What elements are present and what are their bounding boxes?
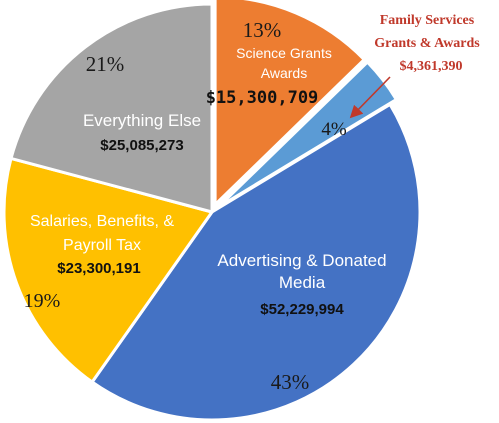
percent-label-advertising-and-donated-media: 43% bbox=[271, 370, 310, 394]
value-label-advertising-and-donated-media: $52,229,994 bbox=[260, 301, 344, 318]
category-label-family-services-grants-and-awards-line-2: Grants & Awards bbox=[374, 36, 480, 51]
category-label-science-grants-awards-line-2: Awards bbox=[261, 65, 307, 81]
category-label-salaries-benefits-and-payroll-tax-line-1: Salaries, Benefits, & bbox=[30, 213, 174, 230]
category-label-advertising-and-donated-media-line-2: Media bbox=[279, 273, 326, 292]
pie-slice-everything-else bbox=[9, 2, 214, 214]
pie-slice-family-services-grants-and-awards bbox=[216, 60, 398, 209]
percent-label-everything-else: 21% bbox=[86, 52, 125, 76]
percent-label-salaries-benefits-and-payroll-tax: 19% bbox=[24, 290, 61, 312]
category-label-advertising-and-donated-media-line-1: Advertising & Donated bbox=[217, 251, 386, 270]
percent-label-family-services-grants-and-awards: 4% bbox=[321, 119, 347, 140]
category-label-family-services-grants-and-awards-line-1: Family Services bbox=[380, 13, 475, 28]
category-label-everything-else: Everything Else bbox=[83, 111, 201, 130]
pie-slice-salaries-benefits-and-payroll-tax bbox=[2, 156, 214, 384]
pie-slice-science-grants-awards bbox=[213, 0, 366, 207]
value-label-everything-else: $25,085,273 bbox=[100, 137, 183, 154]
value-label-science-grants-awards: $15,300,709 bbox=[206, 88, 319, 108]
pie-slice-advertising-and-donated-media bbox=[90, 102, 422, 422]
value-label-family-services-grants-and-awards: $4,361,390 bbox=[400, 59, 463, 74]
callout-arrow bbox=[349, 76, 391, 119]
category-label-science-grants-awards-line-1: Science Grants bbox=[236, 45, 332, 61]
value-label-salaries-benefits-and-payroll-tax: $23,300,191 bbox=[57, 260, 140, 277]
pie-slices bbox=[2, 0, 422, 422]
percent-label-science-grants-awards: 13% bbox=[243, 18, 282, 42]
category-label-salaries-benefits-and-payroll-tax-line-2: Payroll Tax bbox=[63, 237, 141, 254]
